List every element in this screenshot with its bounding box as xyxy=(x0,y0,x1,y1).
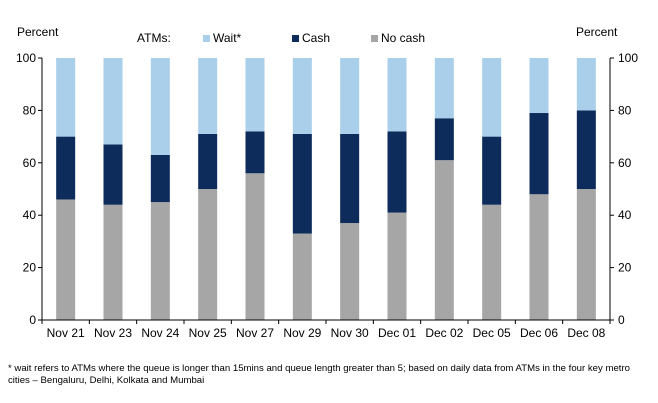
x-tick-label: Nov 24 xyxy=(141,326,179,340)
bar-cash-nov-27 xyxy=(245,131,265,174)
legend-label-no-cash: No cash xyxy=(381,31,425,45)
right-axis-title: Percent xyxy=(576,25,618,39)
stacked-bar-chart: Percent Percent ATMs: Wait* Cash No cash 0… xyxy=(16,25,638,340)
bar-no-cash-nov-25 xyxy=(198,189,218,320)
bar-cash-nov-23 xyxy=(103,144,123,205)
legend-title: ATMs: xyxy=(137,31,171,45)
bar-wait-dec-02 xyxy=(434,58,454,119)
bar-wait-dec-08 xyxy=(576,58,596,111)
bars-group xyxy=(56,58,596,320)
right-y-tick-label: 80 xyxy=(618,103,632,117)
legend-label-wait: Wait* xyxy=(213,31,242,45)
x-tick-label: Nov 30 xyxy=(331,326,369,340)
right-y-tick-label: 0 xyxy=(618,313,625,327)
x-tick-label: Dec 08 xyxy=(567,326,605,340)
bar-cash-nov-30 xyxy=(340,133,360,224)
bar-cash-dec-05 xyxy=(482,136,502,205)
legend-swatch-wait xyxy=(203,35,210,42)
bar-wait-dec-05 xyxy=(482,58,502,137)
legend: Wait* Cash No cash xyxy=(203,31,425,45)
left-y-tick-label: 60 xyxy=(23,156,37,170)
bar-wait-nov-24 xyxy=(150,58,170,155)
left-axis-title: Percent xyxy=(17,25,59,39)
right-y-tick-label: 20 xyxy=(618,261,632,275)
bar-wait-nov-30 xyxy=(340,58,360,134)
legend-label-cash: Cash xyxy=(302,31,330,45)
left-y-tick-label: 0 xyxy=(29,313,36,327)
x-tick-label: Nov 23 xyxy=(94,326,132,340)
bar-no-cash-dec-06 xyxy=(529,194,549,320)
x-tick-label: Nov 29 xyxy=(283,326,321,340)
right-y-tick-label: 60 xyxy=(618,156,632,170)
x-tick-label: Nov 27 xyxy=(236,326,274,340)
x-tick-label: Nov 21 xyxy=(47,326,85,340)
x-tick-label: Nov 25 xyxy=(189,326,227,340)
legend-swatch-cash xyxy=(292,35,299,42)
bar-no-cash-nov-29 xyxy=(292,233,312,320)
right-y-tick-label: 100 xyxy=(618,51,638,65)
right-y-tick-label: 40 xyxy=(618,208,632,222)
bar-cash-dec-01 xyxy=(387,131,407,213)
footnote: * wait refers to ATMs where the queue is… xyxy=(8,363,630,386)
bar-no-cash-dec-05 xyxy=(482,204,502,320)
bar-cash-nov-29 xyxy=(292,133,312,234)
bar-wait-nov-27 xyxy=(245,58,265,132)
bar-no-cash-nov-21 xyxy=(56,199,76,320)
bar-wait-nov-25 xyxy=(198,58,218,134)
bar-cash-nov-25 xyxy=(198,133,218,189)
bar-wait-nov-29 xyxy=(292,58,312,134)
bar-cash-dec-06 xyxy=(529,113,549,195)
bar-cash-dec-02 xyxy=(434,118,454,161)
legend-swatch-no-cash xyxy=(371,35,378,42)
bar-no-cash-nov-27 xyxy=(245,173,265,320)
bar-cash-nov-24 xyxy=(150,154,170,203)
bar-no-cash-nov-24 xyxy=(150,202,170,320)
bar-no-cash-dec-02 xyxy=(434,160,454,320)
bar-wait-nov-23 xyxy=(103,58,123,145)
x-tick-label: Dec 05 xyxy=(473,326,511,340)
bar-wait-dec-01 xyxy=(387,58,407,132)
bar-wait-nov-21 xyxy=(56,58,76,137)
x-tick-label: Dec 06 xyxy=(520,326,558,340)
bar-wait-dec-06 xyxy=(529,58,549,114)
bar-cash-dec-08 xyxy=(576,110,596,189)
bar-cash-nov-21 xyxy=(56,136,76,200)
left-y-tick-label: 20 xyxy=(23,261,37,275)
left-y-tick-label: 80 xyxy=(23,103,37,117)
bar-no-cash-nov-30 xyxy=(340,223,360,320)
bar-no-cash-nov-23 xyxy=(103,204,123,320)
x-tick-label: Dec 02 xyxy=(425,326,463,340)
bar-no-cash-dec-08 xyxy=(576,189,596,320)
x-tick-label: Dec 01 xyxy=(378,326,416,340)
bar-no-cash-dec-01 xyxy=(387,212,407,320)
axes-group: 0 0 20 20 40 40 60 60 80 80 100 100 Nov 21 Nov 23 Nov … xyxy=(16,51,638,340)
left-y-tick-label: 100 xyxy=(16,51,36,65)
left-y-tick-label: 40 xyxy=(23,208,37,222)
